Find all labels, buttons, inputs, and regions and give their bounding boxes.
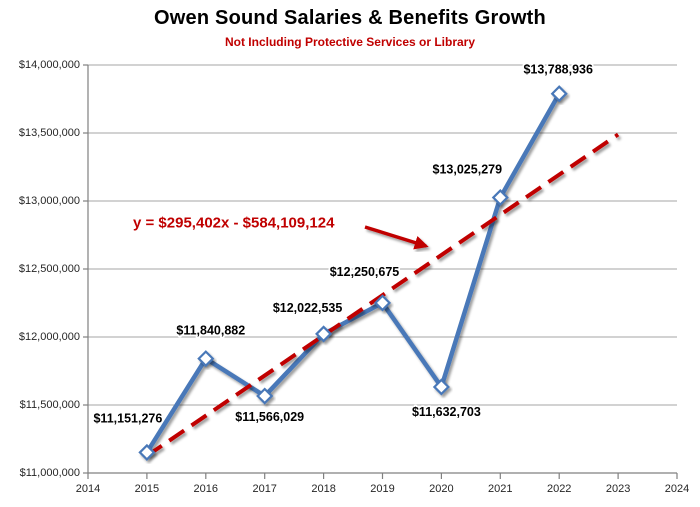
data-point-marker	[432, 378, 450, 396]
x-axis-label: 2017	[252, 483, 276, 495]
data-point-label: $11,632,703	[412, 405, 481, 419]
data-point-marker	[373, 294, 392, 312]
x-axis-label: 2015	[135, 483, 159, 495]
data-point-label: $11,566,029	[235, 410, 304, 424]
trendline-equation: y = $295,402x - $584,109,124	[133, 215, 335, 232]
equation-arrow	[364, 225, 429, 250]
x-axis-label: 2020	[429, 483, 453, 495]
data-point-label: $13,025,279	[433, 163, 503, 177]
y-axis-label: $12,000,000	[19, 331, 80, 343]
chart-subtitle: Not Including Protective Services or Lib…	[224, 35, 476, 49]
data-point-marker	[197, 350, 215, 368]
y-axis-label: $12,500,000	[19, 263, 80, 275]
x-axis-label: 2019	[370, 483, 394, 495]
x-axis-label: 2023	[606, 483, 630, 495]
y-axis-label: $14,000,000	[19, 59, 80, 71]
x-axis-label: 2024	[665, 483, 689, 495]
data-point-marker	[315, 325, 333, 343]
data-point-marker	[491, 189, 509, 207]
x-axis-label: 2016	[194, 483, 218, 495]
y-axis-label: $13,500,000	[19, 127, 80, 139]
data-point-marker	[138, 443, 156, 461]
data-point-label: $12,250,675	[330, 265, 400, 279]
x-axis-label: 2014	[76, 483, 100, 495]
x-axis-label: 2018	[311, 483, 335, 495]
series-line	[144, 91, 562, 455]
data-point-marker	[550, 85, 568, 103]
y-axis-label: $11,000,000	[20, 467, 80, 479]
data-point-label: $13,788,936	[523, 63, 593, 77]
data-point-label: $11,840,882	[176, 324, 245, 338]
x-axis-label: 2022	[547, 483, 571, 495]
chart-title: Owen Sound Salaries & Benefits Growth	[154, 7, 546, 29]
data-point-label: $12,022,535	[273, 301, 343, 315]
y-axis-label: $13,000,000	[19, 195, 80, 207]
y-axis-label: $11,500,000	[20, 399, 80, 411]
data-point-label: $11,151,276	[93, 411, 162, 425]
data-point-marker	[256, 387, 274, 405]
x-axis-label: 2021	[488, 483, 512, 495]
